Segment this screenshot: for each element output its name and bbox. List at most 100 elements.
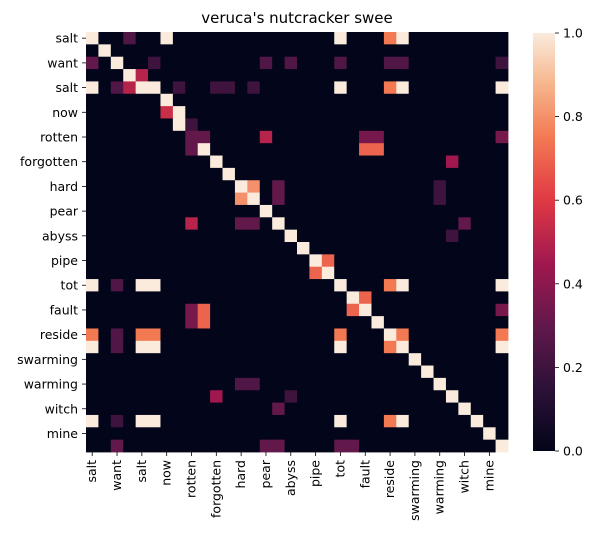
heatmap-cell <box>222 93 236 107</box>
heatmap-cell <box>234 402 248 416</box>
heatmap-cell <box>210 328 223 342</box>
heatmap-cell <box>458 32 472 45</box>
y-tick-label: warming <box>24 377 78 392</box>
heatmap-cell <box>148 130 161 144</box>
heatmap-cell <box>110 118 124 132</box>
heatmap-cell <box>396 414 410 428</box>
heatmap-cell <box>284 414 298 428</box>
heatmap-cell <box>297 340 310 354</box>
heatmap-cell <box>458 93 472 107</box>
heatmap-cell <box>371 390 385 403</box>
heatmap-cell <box>396 130 410 144</box>
heatmap-cell <box>433 414 447 428</box>
heatmap-cell <box>321 377 335 391</box>
heatmap-cell <box>346 143 360 156</box>
heatmap-cell <box>247 229 261 243</box>
heatmap-cell <box>135 143 149 156</box>
heatmap-cell <box>383 353 397 366</box>
heatmap-cell <box>210 204 223 218</box>
heatmap-cell <box>421 56 434 70</box>
x-tick-labels: salt want salt now rotten forgotten hard pear ab… <box>84 452 496 521</box>
heatmap-cell <box>297 155 310 169</box>
heatmap-cell <box>334 365 348 379</box>
heatmap-cell <box>470 143 484 156</box>
heatmap-cell <box>185 340 199 354</box>
heatmap-cell <box>234 427 248 441</box>
heatmap-cell <box>321 254 335 268</box>
heatmap-cell <box>396 365 410 379</box>
heatmap-cell <box>346 316 360 329</box>
heatmap-cell <box>185 167 199 181</box>
heatmap-cell <box>408 143 422 156</box>
heatmap-cell <box>86 130 99 144</box>
heatmap-cell <box>284 192 298 206</box>
heatmap-cell <box>470 414 484 428</box>
heatmap-cell <box>433 155 447 169</box>
heatmap-cell <box>421 414 434 428</box>
heatmap-cell <box>210 414 223 428</box>
heatmap-cell <box>309 155 323 169</box>
heatmap-cell <box>421 291 434 305</box>
heatmap-cell <box>334 229 348 243</box>
heatmap-cell <box>272 106 285 119</box>
heatmap-cell <box>210 56 223 70</box>
y-tick-label: want <box>47 55 78 70</box>
heatmap-cell <box>247 167 261 181</box>
heatmap-cell <box>495 377 509 391</box>
heatmap-cell <box>445 402 459 416</box>
heatmap-cell <box>272 69 285 82</box>
heatmap-cell <box>408 316 422 329</box>
heatmap-cell <box>98 44 112 58</box>
heatmap-cell <box>421 118 434 132</box>
heatmap-cell <box>272 266 285 280</box>
heatmap-cell <box>185 316 199 329</box>
heatmap-cell <box>110 69 124 82</box>
heatmap-cell <box>396 81 410 95</box>
heatmap-cell <box>371 365 385 379</box>
heatmap-cell <box>445 106 459 119</box>
heatmap-cell <box>483 414 496 428</box>
heatmap-cell <box>445 365 459 379</box>
heatmap-cell <box>445 167 459 181</box>
heatmap-cell <box>234 143 248 156</box>
heatmap-cell <box>197 81 211 95</box>
heatmap-cell <box>259 365 273 379</box>
heatmap-cell <box>297 167 310 181</box>
heatmap-cell <box>86 217 99 231</box>
heatmap-cell <box>383 402 397 416</box>
heatmap-cell <box>383 254 397 268</box>
heatmap-cell <box>98 439 112 453</box>
heatmap-cell <box>433 44 447 58</box>
heatmap-cell <box>110 229 124 243</box>
heatmap-cell <box>222 167 236 181</box>
heatmap-cell <box>148 303 161 317</box>
heatmap-cell <box>495 32 509 45</box>
heatmap-cell <box>98 32 112 45</box>
heatmap-cell <box>309 377 323 391</box>
heatmap-cell <box>433 427 447 441</box>
heatmap-cell <box>346 93 360 107</box>
heatmap-cell <box>383 167 397 181</box>
heatmap-cell <box>172 217 186 231</box>
heatmap-cell <box>86 291 99 305</box>
heatmap-cell <box>247 377 261 391</box>
heatmap-cell <box>197 377 211 391</box>
heatmap-cell <box>234 340 248 354</box>
heatmap-cell <box>297 229 310 243</box>
heatmap-cell <box>433 118 447 132</box>
heatmap-cell <box>185 242 199 255</box>
heatmap-cell <box>259 155 273 169</box>
x-tick-label: fault <box>357 460 372 488</box>
heatmap-cell <box>110 279 124 292</box>
heatmap-cell <box>247 340 261 354</box>
heatmap-cell <box>495 56 509 70</box>
heatmap-cell <box>309 427 323 441</box>
heatmap-cell <box>321 192 335 206</box>
heatmap-cell <box>110 143 124 156</box>
heatmap-cell <box>222 328 236 342</box>
heatmap-cell <box>98 56 112 70</box>
heatmap-cell <box>272 81 285 95</box>
heatmap-cell <box>272 118 285 132</box>
heatmap-cell <box>148 167 161 181</box>
heatmap-cell <box>321 439 335 453</box>
